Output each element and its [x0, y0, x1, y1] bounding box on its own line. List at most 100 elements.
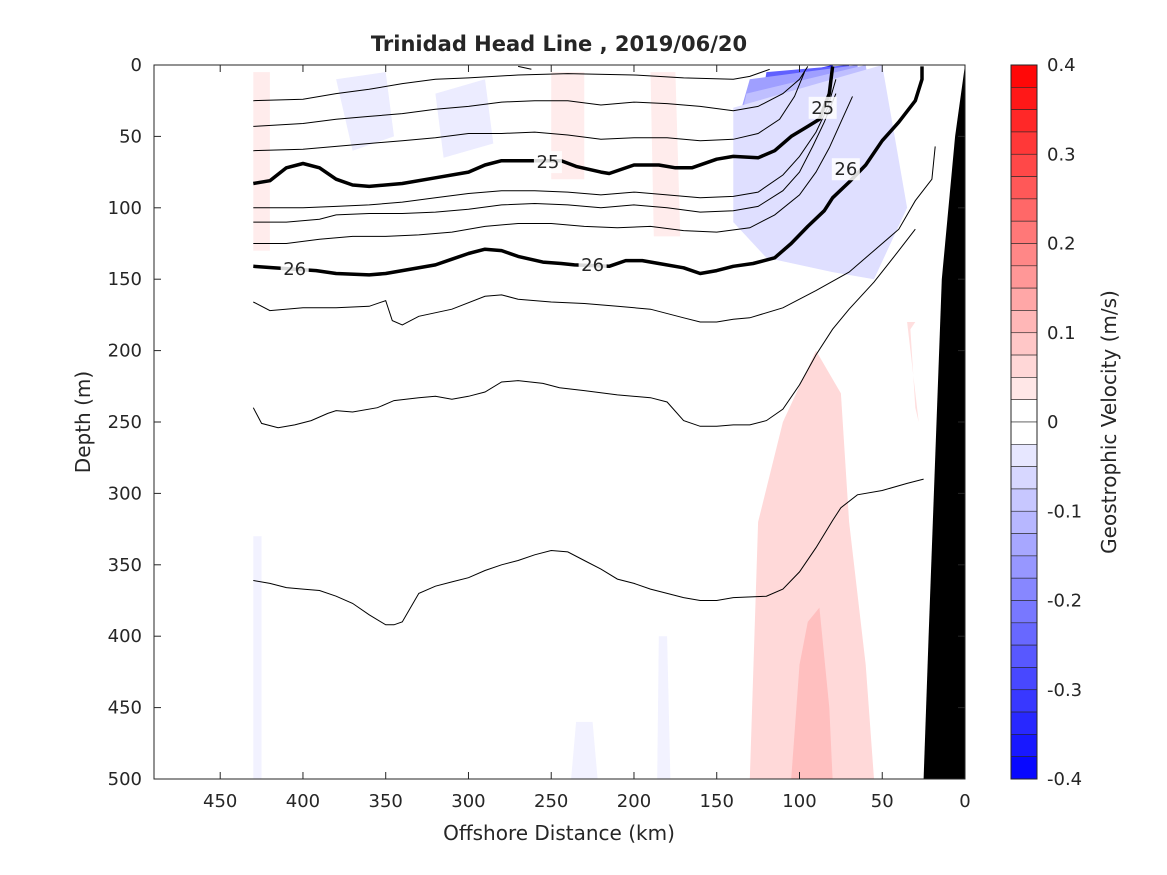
isopycnal-line	[252, 228, 916, 429]
x-tick-label: 400	[286, 791, 320, 812]
y-tick-label: 250	[108, 412, 142, 433]
isopycnal-line	[253, 68, 770, 102]
x-tick-label: 450	[203, 791, 237, 812]
colorbar-tick-label: -0.1	[1047, 501, 1082, 522]
isopycnal-label-bg	[578, 253, 607, 276]
colorbar-segment	[1010, 689, 1038, 713]
y-tick-label: 100	[108, 198, 142, 219]
colorbar-tick-label: -0.4	[1047, 769, 1082, 790]
colorbar-segment	[1010, 622, 1038, 646]
y-tick-label: 200	[108, 341, 142, 362]
colorbar-segment	[1010, 354, 1038, 378]
colorbar-segment	[1010, 198, 1038, 222]
isopycnal-label-bg	[280, 258, 309, 281]
velocity-patch	[907, 322, 919, 422]
x-axis-label: Offshore Distance (km)	[443, 821, 675, 845]
colorbar-segment	[1010, 131, 1038, 155]
velocity-field	[253, 65, 919, 779]
colorbar-segment	[1010, 287, 1038, 311]
colorbar-label: Geostrophic Velocity (m/s)	[1097, 290, 1121, 554]
x-tick-label: 100	[782, 791, 816, 812]
colorbar-segment	[1010, 756, 1038, 780]
colorbar-segment	[1010, 87, 1038, 110]
velocity-patch	[791, 607, 833, 779]
x-axis-ticks: 450 400 350 300 250 200 150 100 50 0	[203, 65, 971, 812]
colorbar-tick-label: 0.4	[1047, 55, 1076, 76]
velocity-patch	[435, 79, 494, 158]
velocity-patch	[571, 721, 598, 779]
colorbar-segment	[1010, 220, 1038, 244]
x-tick-label: 150	[700, 791, 734, 812]
y-axis-label: Depth (m)	[71, 371, 95, 473]
isopycnal-label: 26	[834, 159, 857, 180]
isopycnal-line	[517, 65, 532, 70]
colorbar-segment	[1010, 577, 1038, 601]
colorbar-tick-label: -0.2	[1047, 591, 1082, 612]
velocity-patch	[733, 65, 908, 280]
colorbar-segment	[1010, 644, 1038, 668]
colorbar-segment	[1010, 176, 1038, 200]
isopycnal-label: 25	[536, 152, 559, 173]
colorbar-segment	[1010, 310, 1038, 334]
x-tick-label: 250	[534, 791, 568, 812]
colorbar-tick-label: 0.2	[1047, 234, 1076, 255]
x-tick-label: 50	[871, 791, 894, 812]
y-tick-label: 150	[108, 269, 142, 290]
colorbar-segment	[1010, 711, 1038, 735]
colorbar-segment	[1010, 109, 1038, 133]
y-tick-label: 0	[131, 55, 142, 76]
colorbar-segment	[1010, 734, 1038, 757]
velocity-patch	[253, 536, 262, 779]
isopycnal-line	[253, 66, 809, 127]
colorbar-segment	[1010, 466, 1038, 490]
y-tick-label: 400	[108, 626, 142, 647]
colorbar-segment	[1010, 600, 1038, 624]
isopycnal-labels: 25 26 26 25 26	[280, 96, 860, 281]
colorbar-tick-label: -0.3	[1047, 680, 1082, 701]
y-tick-label: 300	[108, 483, 142, 504]
colorbar-segment	[1010, 488, 1038, 512]
colorbar-segment	[1010, 667, 1038, 691]
y-tick-label: 50	[119, 126, 142, 147]
isopycnal-label: 26	[581, 255, 604, 276]
colorbar-segment	[1010, 399, 1038, 423]
plot-area: 25 26 26 25 26	[154, 65, 965, 779]
velocity-patch	[657, 636, 671, 779]
isopycnal-line	[253, 146, 936, 326]
velocity-patch	[253, 72, 270, 251]
y-axis-ticks: 0 50 100 150 200 250 300 350 400 450 500	[108, 55, 965, 790]
isopycnal-line	[253, 79, 837, 209]
chart-title: Trinidad Head Line , 2019/06/20	[371, 32, 747, 56]
y-tick-label: 450	[108, 698, 142, 719]
colorbar-segment	[1010, 64, 1038, 88]
colorbar-segment	[1010, 444, 1038, 467]
colorbar-tick-label: 0	[1047, 412, 1058, 433]
isopycnal-line-26	[253, 66, 924, 277]
colorbar-segment	[1010, 265, 1038, 289]
colorbar-segment	[1010, 377, 1038, 400]
isopycnal-line	[253, 96, 853, 244]
colorbar	[1010, 64, 1038, 780]
colorbar-tick-label: 0.1	[1047, 323, 1076, 344]
velocity-patch	[749, 350, 874, 779]
colorbar-segment	[1010, 555, 1038, 579]
colorbar-ticks: 0.4 0.3 0.2 0.1 0 -0.1 -0.2 -0.3 -0.4	[1047, 55, 1082, 790]
isopycnal-label: 25	[811, 98, 834, 119]
velocity-patch	[650, 72, 681, 237]
y-tick-label: 350	[108, 555, 142, 576]
x-tick-label: 300	[451, 791, 485, 812]
isopycnal-line	[253, 93, 837, 223]
colorbar-frame	[1010, 64, 1038, 780]
isopycnal-label-bg	[831, 158, 860, 181]
y-tick-label: 500	[108, 769, 142, 790]
isopycnal-label: 26	[283, 259, 306, 280]
colorbar-segment	[1010, 421, 1038, 445]
thin-isopycnals	[252, 65, 936, 626]
colorbar-tick-label: 0.3	[1047, 144, 1076, 165]
colorbar-segment	[1010, 533, 1038, 557]
isopycnal-line	[253, 71, 805, 152]
isopycnal-line-25	[253, 66, 835, 189]
colorbar-segment	[1010, 243, 1038, 267]
colorbar-segment	[1010, 332, 1038, 356]
